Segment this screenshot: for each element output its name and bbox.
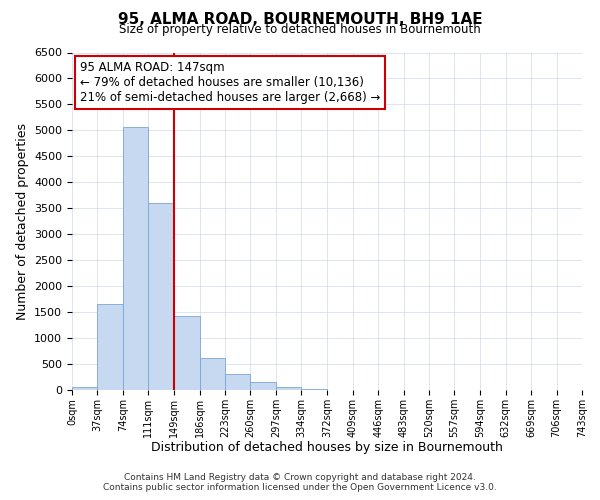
Bar — [225, 374, 250, 390]
Text: 95 ALMA ROAD: 147sqm
← 79% of detached houses are smaller (10,136)
21% of semi-d: 95 ALMA ROAD: 147sqm ← 79% of detached h… — [80, 61, 380, 104]
Bar — [174, 316, 200, 390]
Bar — [276, 387, 301, 390]
Bar — [250, 382, 276, 390]
Text: Size of property relative to detached houses in Bournemouth: Size of property relative to detached ho… — [119, 22, 481, 36]
Bar — [301, 389, 328, 390]
Y-axis label: Number of detached properties: Number of detached properties — [16, 122, 29, 320]
Text: 95, ALMA ROAD, BOURNEMOUTH, BH9 1AE: 95, ALMA ROAD, BOURNEMOUTH, BH9 1AE — [118, 12, 482, 28]
Bar — [200, 358, 225, 390]
Bar — [97, 304, 123, 390]
Bar — [148, 203, 174, 390]
X-axis label: Distribution of detached houses by size in Bournemouth: Distribution of detached houses by size … — [151, 442, 503, 454]
Bar — [72, 387, 97, 390]
Bar — [123, 128, 148, 390]
Text: Contains HM Land Registry data © Crown copyright and database right 2024.
Contai: Contains HM Land Registry data © Crown c… — [103, 473, 497, 492]
